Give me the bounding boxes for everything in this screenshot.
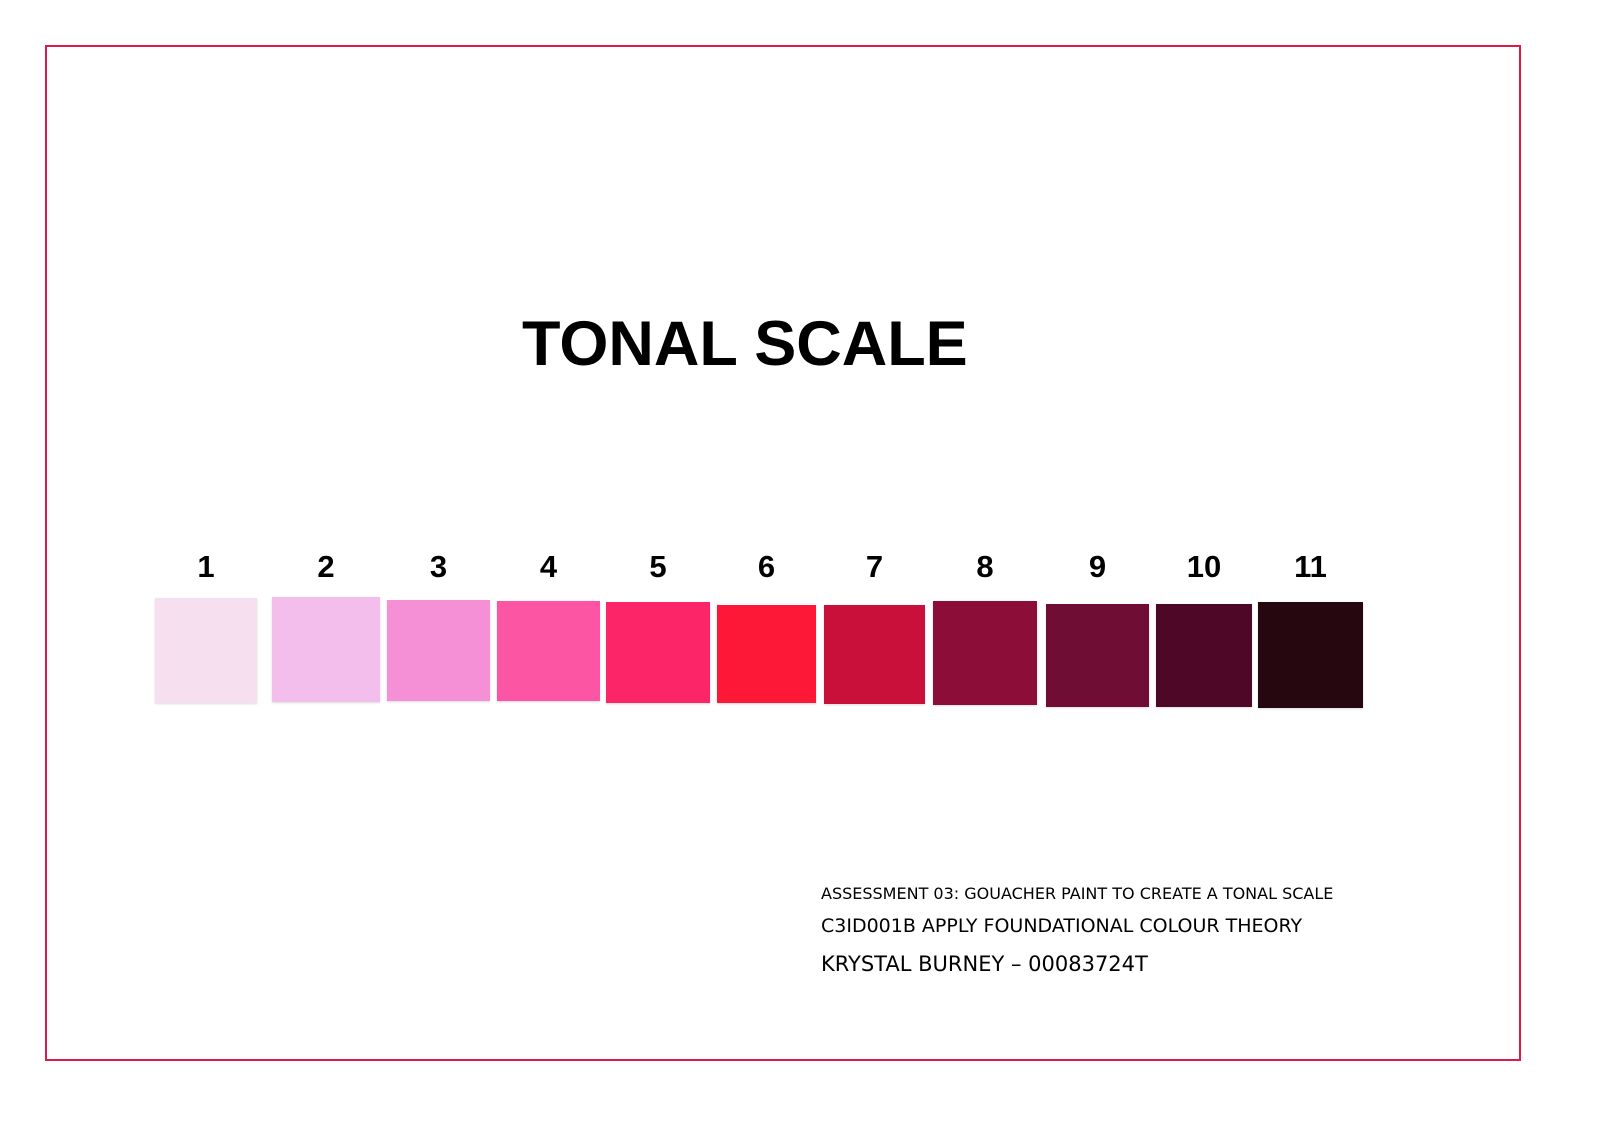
paint-swatch xyxy=(272,597,380,702)
swatch-label: 4 xyxy=(539,549,558,584)
swatch-label: 10 xyxy=(1186,549,1222,584)
swatch-label: 9 xyxy=(1088,549,1107,584)
paint-swatch xyxy=(387,600,490,701)
assessment-line: ASSESSMENT 03: GOUACHER PAINT TO CREATE … xyxy=(821,884,1334,903)
page-border xyxy=(45,45,1521,1061)
swatch-label: 5 xyxy=(649,549,667,584)
paint-swatch xyxy=(1156,604,1252,707)
paint-swatch xyxy=(1046,604,1149,707)
page-title: TONAL SCALE xyxy=(522,309,968,379)
swatch-label: 8 xyxy=(976,549,994,584)
swatch-label: 3 xyxy=(429,549,448,584)
student-line: KRYSTAL BURNEY – 00083724T xyxy=(821,952,1148,976)
swatch-label: 1 xyxy=(197,549,215,584)
swatch-label: 7 xyxy=(865,549,884,584)
unit-line: C3ID001B APPLY FOUNDATIONAL COLOUR THEOR… xyxy=(821,915,1303,937)
paint-swatch xyxy=(824,605,925,704)
paint-swatch xyxy=(1258,602,1363,708)
swatch-label: 6 xyxy=(757,549,776,584)
swatch-label: 2 xyxy=(317,549,335,584)
paint-swatch xyxy=(717,605,816,703)
paint-swatch xyxy=(155,598,257,703)
paint-swatch xyxy=(606,602,710,703)
paint-swatch xyxy=(497,601,600,701)
swatch-label: 11 xyxy=(1294,549,1327,584)
paint-swatch xyxy=(933,601,1037,705)
